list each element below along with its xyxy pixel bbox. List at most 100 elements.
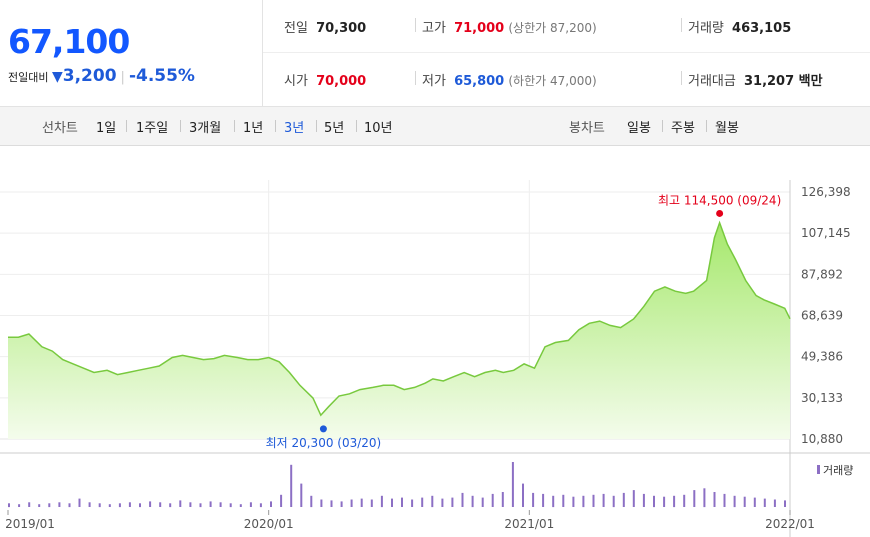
volume-bar xyxy=(370,499,373,507)
volume-bar xyxy=(552,495,555,508)
tab-daily[interactable]: 일봉 xyxy=(627,121,651,136)
divider xyxy=(415,18,416,32)
open-price: 시가 70,000 xyxy=(284,74,367,89)
volume-bar xyxy=(642,493,645,507)
volume-bar xyxy=(451,497,454,507)
tab-weekly[interactable]: 주봉 xyxy=(671,121,695,136)
volume-bar xyxy=(411,499,414,507)
volume-bar xyxy=(199,503,202,508)
volume-bar xyxy=(522,483,524,507)
volume-bar xyxy=(18,504,21,507)
volume-bar xyxy=(582,495,585,508)
volume-bar xyxy=(270,501,272,507)
x-tick-label: 2019/01 xyxy=(5,517,55,531)
volume-bar xyxy=(663,496,666,507)
high-label: 최고 114,500 (09/24) xyxy=(658,193,781,207)
volume-bar xyxy=(209,501,212,507)
price-box: 67,100 전일대비 ▼3,200 | -4.55% xyxy=(0,0,263,106)
volume-bar xyxy=(169,503,172,508)
divider xyxy=(234,120,235,132)
change-amount: 3,200 xyxy=(62,66,117,86)
high-marker xyxy=(716,209,724,217)
y-tick-label: 30,133 xyxy=(801,391,843,405)
info-row-1: 전일 70,300 고가 71,000 (상한가 87,200) 거래량 463… xyxy=(263,0,870,53)
y-tick-label: 10,880 xyxy=(801,432,843,446)
candle-chart-label: 봉차트 xyxy=(569,121,605,136)
volume-bar xyxy=(713,492,716,507)
prev-close: 전일 70,300 xyxy=(284,21,367,36)
tab-monthly[interactable]: 월봉 xyxy=(715,121,739,136)
volume-bar xyxy=(290,464,293,507)
volume-bar xyxy=(653,495,655,508)
volume-bar xyxy=(632,490,635,507)
volume-bar xyxy=(159,502,162,507)
change-label: 전일대비 xyxy=(8,71,49,84)
y-tick-label: 107,145 xyxy=(801,226,851,240)
volume-bar xyxy=(481,497,484,507)
tab-1w[interactable]: 1주일 xyxy=(136,121,169,136)
volume-bar xyxy=(683,494,686,507)
low-marker xyxy=(319,425,327,433)
volume-bar xyxy=(88,502,91,507)
volume-bar xyxy=(340,501,343,507)
chart-tabs: 선차트 1일 1주일 3개월 1년 3년 5년 10년 봉차트 일봉 주봉 월봉 xyxy=(0,107,870,146)
volume-bar xyxy=(98,503,101,508)
volume-bar xyxy=(189,502,192,507)
divider xyxy=(356,120,357,132)
volume-bar xyxy=(401,497,403,507)
volume-bar xyxy=(128,502,131,507)
volume-bar xyxy=(249,502,252,507)
x-tick-label: 2020/01 xyxy=(244,517,294,531)
tab-10y[interactable]: 10년 xyxy=(364,121,393,136)
volume-bar xyxy=(532,492,535,507)
tab-3m[interactable]: 3개월 xyxy=(189,121,222,136)
day-low: 저가 65,800 (하한가 47,000) xyxy=(422,74,597,89)
y-tick-label: 68,639 xyxy=(801,309,843,323)
tab-1d[interactable]: 1일 xyxy=(96,121,117,136)
volume-bar xyxy=(108,504,111,507)
divider xyxy=(180,120,181,132)
volume-bar xyxy=(763,498,766,507)
volume-bar xyxy=(28,502,31,507)
volume-bar xyxy=(58,502,61,507)
tab-3y[interactable]: 3년 xyxy=(284,121,305,136)
info-row-2: 시가 70,000 저가 65,800 (하한가 47,000) 거래대금 31… xyxy=(263,53,870,105)
volume-bar xyxy=(511,462,514,507)
volume-bar xyxy=(431,495,434,508)
price-area xyxy=(8,222,790,439)
line-chart-label: 선차트 xyxy=(42,121,78,136)
volume-bar xyxy=(471,495,474,508)
divider: | xyxy=(120,70,125,85)
divider xyxy=(415,71,416,85)
volume-bar xyxy=(441,498,444,507)
volume-bar xyxy=(320,499,323,507)
divider xyxy=(662,120,663,132)
divider xyxy=(316,120,317,132)
divider xyxy=(126,120,127,132)
divider xyxy=(275,120,276,132)
volume-bar xyxy=(542,493,545,507)
volume-bar xyxy=(572,496,575,507)
volume-bar xyxy=(48,503,51,508)
volume-bar xyxy=(139,503,141,508)
y-tick-label: 87,892 xyxy=(801,267,843,281)
volume-bar xyxy=(602,493,605,507)
volume-bar xyxy=(592,494,595,507)
price-chart: 126,398 107,145 87,892 68,639 49,386 30,133 10… xyxy=(0,180,870,537)
divider xyxy=(706,120,707,132)
current-price: 67,100 xyxy=(8,22,130,61)
volume-bar xyxy=(723,493,726,507)
volume-bar xyxy=(179,500,182,507)
volume-bar xyxy=(78,498,81,507)
volume-bar xyxy=(773,499,776,507)
volume-bar xyxy=(68,503,71,508)
x-tick-label: 2021/01 xyxy=(504,517,554,531)
volume-bar xyxy=(733,495,736,508)
y-tick-label: 126,398 xyxy=(801,185,851,199)
volume-bar xyxy=(703,488,706,508)
volume-bar xyxy=(149,501,152,507)
tab-5y[interactable]: 5년 xyxy=(324,121,345,136)
tab-1y[interactable]: 1년 xyxy=(243,121,264,136)
volume-bar xyxy=(118,503,121,508)
volume-bar xyxy=(310,495,313,508)
